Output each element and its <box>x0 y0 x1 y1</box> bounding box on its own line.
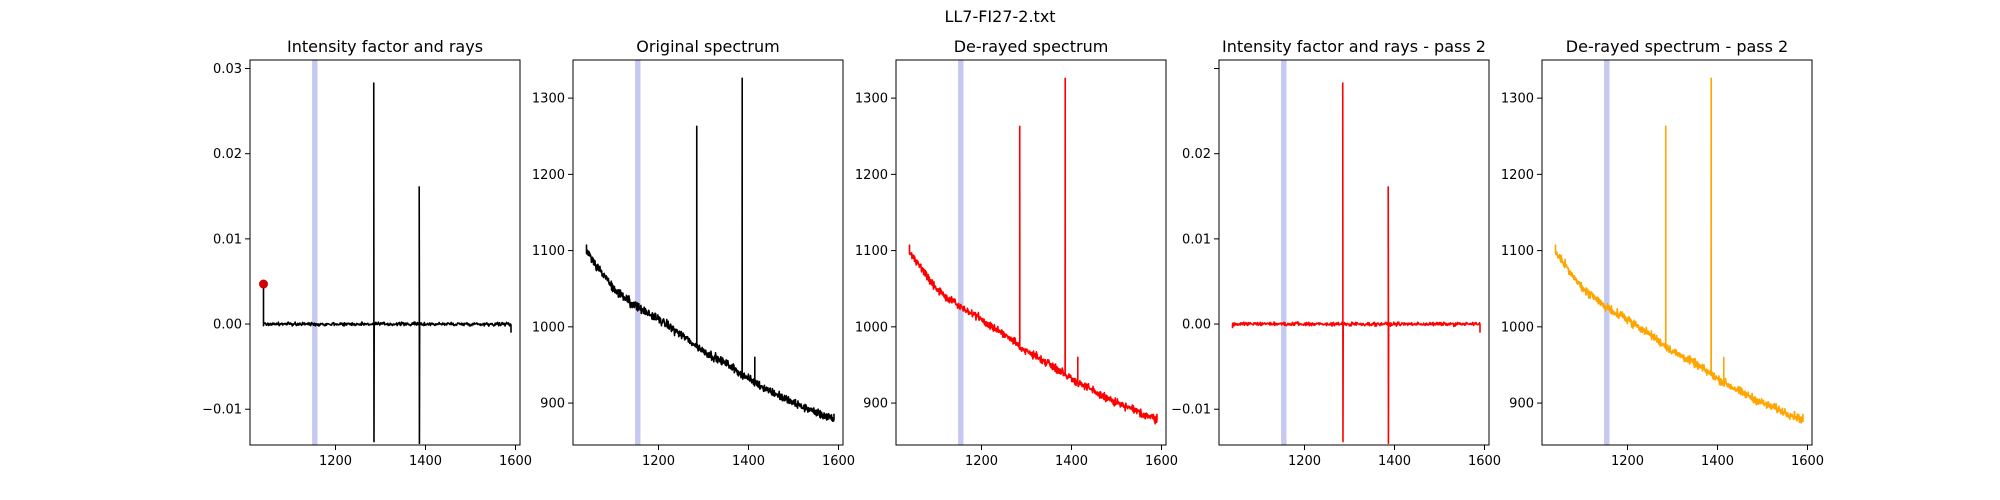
shaded-band <box>1604 60 1610 445</box>
panel-derayed-spectrum-pass-2: De-rayed spectrum - pass 2 1200 1400 1600 9… <box>1501 37 1824 469</box>
series-line <box>908 77 1158 425</box>
shaded-band <box>312 60 318 445</box>
axes-frame <box>895 59 1167 446</box>
axes-frame <box>1218 59 1490 446</box>
panel-title: Original spectrum <box>636 37 779 56</box>
series-line <box>262 82 512 445</box>
y-tick-label: −0.01 <box>202 403 242 418</box>
y-tick-label: 1300 <box>532 92 565 107</box>
x-tick-label: 1200 <box>642 454 675 469</box>
x-tick-label: 1400 <box>1378 454 1411 469</box>
series-line <box>585 77 835 422</box>
x-tick-label: 1400 <box>732 454 765 469</box>
panel-intensity-factor: Intensity factor and rays 1200 1400 1600 −0… <box>202 37 532 469</box>
y-tick-label: 0.02 <box>1182 147 1211 162</box>
figure-title: LL7-FI27-2.txt <box>944 7 1055 26</box>
x-tick-label: 1200 <box>1611 454 1644 469</box>
series-line <box>1231 82 1481 445</box>
panel-original-spectrum: Original spectrum 1200 1400 1600 900 1000 110… <box>532 37 855 469</box>
y-tick-label: 1100 <box>855 244 888 259</box>
panel-title: Intensity factor and rays <box>287 37 483 56</box>
panel-title: Intensity factor and rays - pass 2 <box>1222 37 1486 56</box>
x-tick-label: 1200 <box>319 454 352 469</box>
panel-derayed-spectrum: De-rayed spectrum 1200 1400 1600 900 1000 110… <box>855 37 1178 469</box>
y-tick-label: 0.00 <box>1182 318 1211 333</box>
shaded-band <box>1281 60 1287 445</box>
series-line <box>1554 77 1804 424</box>
x-tick-label: 1200 <box>965 454 998 469</box>
axes-frame <box>1541 59 1813 446</box>
axes-frame <box>572 59 844 446</box>
y-tick-label: 1200 <box>855 168 888 183</box>
y-tick-label: 1000 <box>855 320 888 335</box>
y-tick-label: 1300 <box>855 92 888 107</box>
y-tick-label: 0.03 <box>213 62 242 77</box>
y-tick-label: 900 <box>863 397 888 412</box>
panel-title: De-rayed spectrum - pass 2 <box>1566 37 1788 56</box>
x-tick-label: 1600 <box>499 454 532 469</box>
y-tick-label: 1300 <box>1501 92 1534 107</box>
x-tick-label: 1200 <box>1288 454 1321 469</box>
axes-frame <box>249 59 521 446</box>
y-tick-label: 900 <box>540 397 565 412</box>
y-tick-label: −0.01 <box>1171 403 1211 418</box>
x-tick-label: 1400 <box>1055 454 1088 469</box>
y-tick-label: 0.00 <box>213 318 242 333</box>
y-tick-label: 1200 <box>1501 168 1534 183</box>
x-tick-label: 1600 <box>822 454 855 469</box>
panel-title: De-rayed spectrum <box>954 37 1109 56</box>
y-tick-label: 0.02 <box>213 147 242 162</box>
y-tick-label: 0.01 <box>213 232 242 247</box>
y-tick-label: 1200 <box>532 168 565 183</box>
y-tick-label: 1000 <box>1501 320 1534 335</box>
x-tick-label: 1400 <box>409 454 442 469</box>
shaded-band <box>958 60 964 445</box>
y-tick-label: 1000 <box>532 320 565 335</box>
x-tick-label: 1600 <box>1791 454 1824 469</box>
x-tick-label: 1400 <box>1701 454 1734 469</box>
y-tick-label: 0.01 <box>1182 232 1211 247</box>
y-tick-label: 900 <box>1509 397 1534 412</box>
panel-intensity-factor-pass-2: Intensity factor and rays - pass 2 1200 1… <box>1171 37 1501 469</box>
data-point <box>259 279 268 289</box>
x-tick-label: 1600 <box>1468 454 1501 469</box>
y-tick-label: 1100 <box>532 244 565 259</box>
x-tick-label: 1600 <box>1145 454 1178 469</box>
y-tick-label: 1100 <box>1501 244 1534 259</box>
shaded-band <box>635 60 641 445</box>
